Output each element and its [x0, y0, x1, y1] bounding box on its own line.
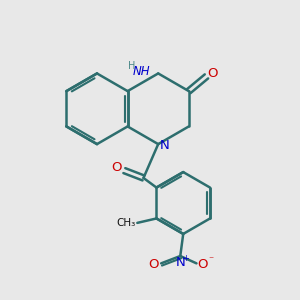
Text: H: H — [128, 61, 136, 71]
Text: O: O — [208, 67, 218, 80]
Text: O: O — [112, 160, 122, 174]
Text: O: O — [148, 258, 159, 271]
Text: NH: NH — [133, 64, 150, 78]
Text: +: + — [182, 254, 189, 262]
Text: N: N — [160, 139, 169, 152]
Text: CH₃: CH₃ — [116, 218, 136, 229]
Text: O: O — [198, 258, 208, 271]
Text: N: N — [176, 256, 185, 269]
Text: ⁻: ⁻ — [208, 255, 213, 266]
